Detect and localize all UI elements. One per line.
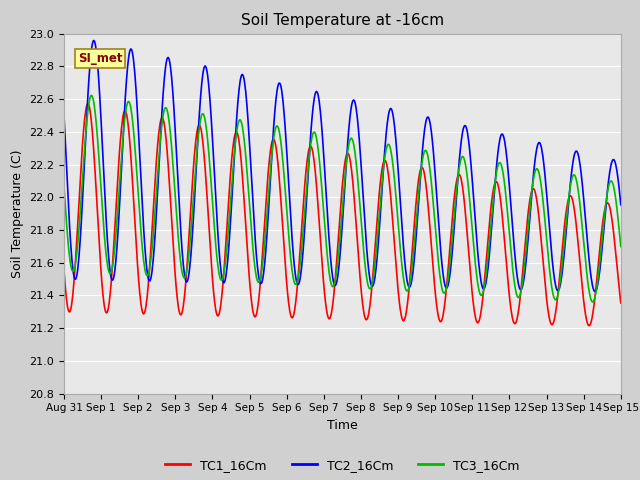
TC1_16Cm	[84, 101, 92, 107]
TC1_16Cm	[617, 300, 625, 306]
TC2_16Cm	[591, 288, 599, 294]
TC1_16Cm	[505, 287, 513, 293]
TC2_16Cm	[286, 199, 294, 204]
TC2_16Cm	[90, 37, 97, 43]
TC3_16Cm	[589, 299, 596, 305]
Line: TC1_16Cm: TC1_16Cm	[64, 104, 621, 325]
TC1_16Cm	[60, 268, 68, 274]
TC1_16Cm	[443, 280, 451, 286]
TC1_16Cm	[118, 126, 125, 132]
TC3_16Cm	[88, 93, 95, 98]
TC3_16Cm	[306, 149, 314, 155]
TC2_16Cm	[495, 143, 502, 149]
Line: TC3_16Cm: TC3_16Cm	[64, 96, 621, 302]
TC1_16Cm	[585, 323, 593, 328]
TC1_16Cm	[306, 144, 314, 150]
Title: Soil Temperature at -16cm: Soil Temperature at -16cm	[241, 13, 444, 28]
TC3_16Cm	[617, 244, 625, 250]
TC3_16Cm	[286, 245, 294, 251]
TC2_16Cm	[306, 144, 314, 150]
TC3_16Cm	[443, 283, 451, 289]
TC2_16Cm	[60, 112, 68, 118]
TC2_16Cm	[443, 285, 451, 291]
TC3_16Cm	[118, 155, 125, 160]
Y-axis label: Soil Temperature (C): Soil Temperature (C)	[11, 149, 24, 278]
TC2_16Cm	[617, 202, 625, 208]
TC2_16Cm	[118, 167, 125, 172]
TC1_16Cm	[495, 185, 502, 191]
TC3_16Cm	[60, 183, 68, 189]
Line: TC2_16Cm: TC2_16Cm	[64, 40, 621, 291]
TC3_16Cm	[505, 224, 513, 230]
TC1_16Cm	[286, 308, 294, 313]
TC3_16Cm	[495, 161, 502, 167]
Legend: TC1_16Cm, TC2_16Cm, TC3_16Cm: TC1_16Cm, TC2_16Cm, TC3_16Cm	[160, 454, 525, 477]
Text: SI_met: SI_met	[78, 51, 122, 65]
TC2_16Cm	[505, 176, 513, 181]
X-axis label: Time: Time	[327, 419, 358, 432]
